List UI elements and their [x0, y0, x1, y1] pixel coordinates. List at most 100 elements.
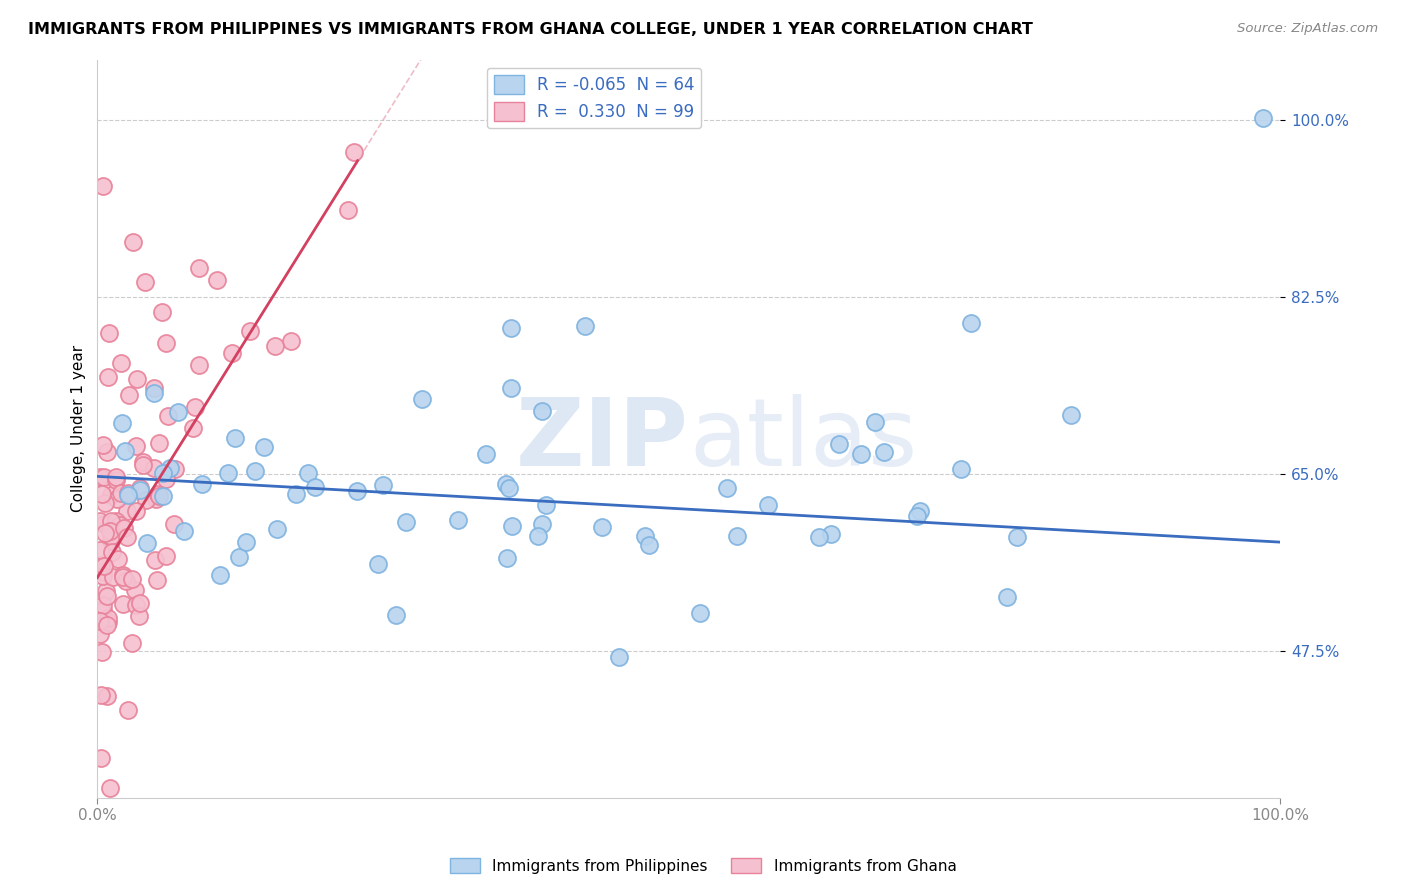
- Point: [221, 346, 243, 360]
- Point: [132, 458, 155, 472]
- Point: [90, 558, 112, 573]
- Point: [91, 645, 114, 659]
- Point: [263, 339, 285, 353]
- Point: [384, 608, 406, 623]
- Point: [97, 611, 120, 625]
- Point: [165, 462, 187, 476]
- Point: [143, 386, 166, 401]
- Point: [96, 589, 118, 603]
- Point: [90, 487, 112, 501]
- Point: [110, 356, 132, 370]
- Point: [373, 477, 395, 491]
- Point: [188, 261, 211, 276]
- Point: [280, 334, 302, 348]
- Point: [266, 522, 288, 536]
- Point: [127, 372, 149, 386]
- Point: [217, 466, 239, 480]
- Point: [209, 567, 232, 582]
- Text: Source: ZipAtlas.com: Source: ZipAtlas.com: [1237, 22, 1378, 36]
- Point: [96, 369, 118, 384]
- Point: [107, 551, 129, 566]
- Point: [121, 572, 143, 586]
- Point: [304, 480, 326, 494]
- Point: [495, 551, 517, 566]
- Point: [716, 481, 738, 495]
- Text: ZIP: ZIP: [516, 394, 689, 486]
- Point: [187, 358, 209, 372]
- Point: [128, 608, 150, 623]
- Point: [89, 470, 111, 484]
- Point: [873, 444, 896, 458]
- Point: [343, 145, 366, 160]
- Point: [128, 483, 150, 498]
- Point: [89, 750, 111, 764]
- Point: [224, 431, 246, 445]
- Point: [367, 557, 389, 571]
- Point: [98, 326, 121, 340]
- Point: [152, 489, 174, 503]
- Point: [591, 519, 613, 533]
- Point: [574, 319, 596, 334]
- Point: [93, 558, 115, 573]
- Legend: Immigrants from Philippines, Immigrants from Ghana: Immigrants from Philippines, Immigrants …: [443, 852, 963, 880]
- Point: [1251, 112, 1274, 126]
- Point: [118, 388, 141, 402]
- Y-axis label: College, Under 1 year: College, Under 1 year: [72, 345, 86, 512]
- Point: [115, 504, 138, 518]
- Point: [181, 421, 204, 435]
- Point: [125, 598, 148, 612]
- Point: [103, 570, 125, 584]
- Point: [146, 573, 169, 587]
- Point: [111, 417, 134, 431]
- Point: [117, 703, 139, 717]
- Point: [105, 514, 128, 528]
- Point: [173, 524, 195, 538]
- Point: [207, 273, 229, 287]
- Point: [93, 526, 115, 541]
- Point: [190, 477, 212, 491]
- Point: [91, 605, 114, 619]
- Point: [474, 446, 496, 460]
- Point: [96, 689, 118, 703]
- Point: [90, 688, 112, 702]
- Point: [157, 409, 180, 423]
- Point: [148, 489, 170, 503]
- Point: [93, 470, 115, 484]
- Point: [94, 496, 117, 510]
- Point: [756, 498, 779, 512]
- Point: [960, 316, 983, 330]
- Point: [115, 574, 138, 589]
- Point: [117, 488, 139, 502]
- Point: [245, 464, 267, 478]
- Point: [1005, 530, 1028, 544]
- Point: [336, 202, 359, 217]
- Point: [235, 534, 257, 549]
- Point: [93, 516, 115, 531]
- Point: [100, 529, 122, 543]
- Point: [91, 179, 114, 194]
- Point: [105, 491, 128, 506]
- Point: [155, 335, 177, 350]
- Point: [98, 780, 121, 795]
- Point: [155, 549, 177, 563]
- Point: [498, 481, 520, 495]
- Point: [395, 515, 418, 529]
- Point: [128, 596, 150, 610]
- Point: [1060, 408, 1083, 422]
- Point: [135, 493, 157, 508]
- Point: [905, 509, 928, 524]
- Point: [284, 487, 307, 501]
- Point: [163, 516, 186, 531]
- Point: [111, 597, 134, 611]
- Point: [346, 483, 368, 498]
- Point: [689, 606, 711, 620]
- Point: [239, 324, 262, 338]
- Point: [100, 488, 122, 502]
- Point: [152, 467, 174, 481]
- Point: [492, 103, 515, 118]
- Point: [135, 536, 157, 550]
- Point: [530, 517, 553, 532]
- Point: [638, 538, 661, 552]
- Point: [115, 530, 138, 544]
- Point: [633, 529, 655, 543]
